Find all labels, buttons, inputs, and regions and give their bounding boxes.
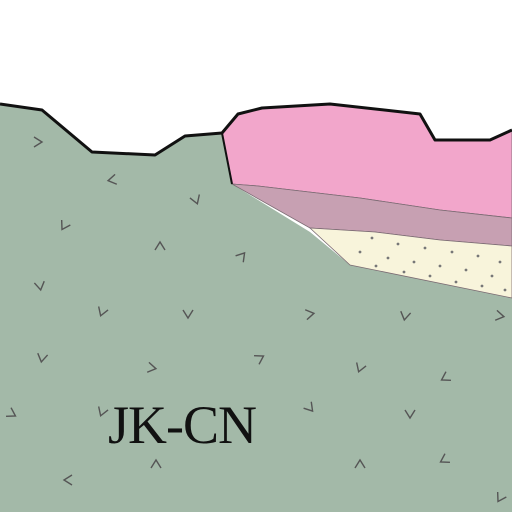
volcanic-mark <box>354 458 366 469</box>
volcanic-mark <box>235 251 246 263</box>
volcanic-mark <box>400 310 412 322</box>
volcanic-mark <box>189 194 201 205</box>
stipple-dot <box>412 260 416 264</box>
volcanic-pattern-marks <box>6 136 507 503</box>
contact-line <box>221 132 233 185</box>
volcanic-mark <box>60 220 71 231</box>
volcanic-mark <box>404 409 416 420</box>
stipple-dot <box>423 246 427 250</box>
unit-label: JK-CN <box>108 395 257 455</box>
stipple-dot <box>498 260 502 264</box>
volcanic-mark <box>355 362 367 373</box>
stipple-dot <box>386 256 390 260</box>
stipple-pattern <box>358 236 507 292</box>
volcanic-mark <box>62 474 73 486</box>
volcanic-mark <box>146 361 158 373</box>
stipple-dot <box>503 288 507 292</box>
volcanic-mark <box>304 309 316 321</box>
stipple-dot <box>374 264 378 268</box>
stipple-dot <box>396 242 400 246</box>
stipple-dot <box>370 236 374 240</box>
volcanic-mark <box>303 401 314 413</box>
stipple-dot <box>464 268 468 272</box>
volcanic-mark <box>106 173 118 185</box>
gray-green-unit <box>0 104 512 512</box>
stipple-dot <box>450 250 454 254</box>
stipple-dot <box>480 284 484 288</box>
volcanic-mark <box>6 407 17 418</box>
volcanic-mark <box>494 309 506 321</box>
volcanic-mark <box>150 458 162 469</box>
volcanic-mark <box>37 352 49 364</box>
stipple-dot <box>438 264 442 268</box>
stipple-dot <box>402 270 406 274</box>
volcanic-mark <box>254 354 265 365</box>
volcanic-mark <box>33 136 44 148</box>
volcanic-mark <box>154 240 166 251</box>
volcanic-mark <box>97 306 109 317</box>
volcanic-mark <box>440 371 451 382</box>
stipple-dot <box>454 280 458 284</box>
stipple-dot <box>476 254 480 258</box>
cream-unit <box>308 227 512 299</box>
volcanic-mark <box>97 406 109 417</box>
volcanic-mark <box>182 309 194 320</box>
stipple-dot <box>358 250 362 254</box>
volcanic-mark <box>496 492 507 503</box>
top-boundary-line <box>0 102 512 157</box>
volcanic-mark <box>33 280 45 292</box>
stipple-dot <box>428 274 432 278</box>
volcanic-mark <box>439 453 450 464</box>
stipple-dot <box>490 274 494 278</box>
